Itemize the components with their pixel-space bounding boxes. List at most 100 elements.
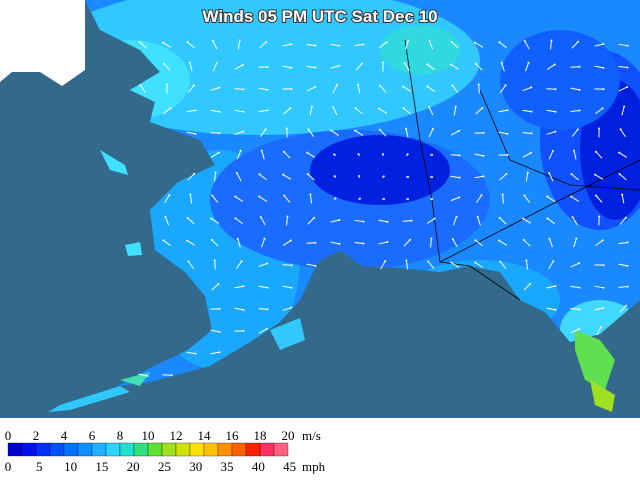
- wind-arrow: [451, 41, 459, 49]
- wind-arrow: [187, 85, 195, 93]
- wind-arrow: [235, 217, 243, 225]
- legend-swatch: [49, 442, 65, 457]
- mph-tick-label: 15: [95, 459, 108, 474]
- nunivak-island: [125, 242, 142, 256]
- legend-swatch: [273, 442, 289, 457]
- wind-arrow: [307, 129, 315, 137]
- wind-arrow-head: [289, 107, 292, 110]
- wind-arrow: [282, 65, 292, 69]
- wind-arrow: [307, 217, 315, 225]
- wind-arrow: [618, 152, 628, 158]
- wind-arrow-head: [307, 128, 310, 131]
- wind-arrow: [236, 172, 242, 182]
- wind-arrow: [354, 241, 364, 245]
- wind-arrow: [234, 109, 244, 113]
- wind-arrow: [234, 307, 244, 311]
- wind-arrow: [570, 87, 580, 91]
- wind-arrow-head: [458, 176, 461, 179]
- ms-tick-label: 12: [170, 428, 183, 443]
- wind-arrow-head: [482, 154, 485, 157]
- wind-arrow: [619, 305, 627, 313]
- wind-arrow: [573, 150, 577, 160]
- wind-arrow: [499, 261, 507, 269]
- wind-arrow: [621, 106, 625, 116]
- wind-arrow: [330, 219, 340, 223]
- legend-swatch: [189, 442, 205, 457]
- wind-arrow-head: [409, 238, 412, 241]
- wind-arrow-head: [290, 264, 293, 267]
- wind-arrow: [618, 263, 628, 267]
- wind-arrow-head: [338, 44, 341, 47]
- wind-arrow: [428, 128, 434, 138]
- wind-arrow: [306, 66, 316, 68]
- wind-arrow-head: [218, 330, 221, 333]
- wind-arrow: [309, 106, 313, 116]
- wind-arrow-head: [601, 239, 604, 242]
- wind-arrow-head: [265, 327, 268, 330]
- wind-zone: [500, 30, 620, 130]
- wind-arrow: [523, 195, 531, 203]
- wind-arrow-head: [451, 238, 454, 241]
- wind-arrow: [258, 87, 268, 91]
- wind-arrow-head: [527, 61, 530, 64]
- wind-arrow: [571, 41, 579, 49]
- wind-arrow-head: [194, 109, 197, 112]
- wind-arrow-head: [242, 110, 245, 113]
- wind-arrow-head: [554, 110, 557, 113]
- wind-arrow-head: [457, 129, 460, 132]
- mph-tick-label: 5: [36, 459, 43, 474]
- wind-arrow-head: [382, 153, 385, 156]
- wind-arrow: [525, 260, 529, 270]
- wind-arrow: [501, 62, 505, 72]
- wind-arrow-head: [504, 84, 507, 87]
- wind-arrow-head: [354, 129, 357, 132]
- wind-arrow-head: [235, 172, 238, 175]
- wind-arrow: [260, 216, 266, 226]
- wind-arrow-head: [552, 260, 555, 263]
- wind-arrow-head: [162, 62, 165, 65]
- ms-tick-label: 18: [254, 428, 267, 443]
- wind-arrow-head: [239, 149, 242, 152]
- legend-swatch: [91, 442, 107, 457]
- wind-arrow-head: [242, 130, 245, 133]
- legend-swatch: [259, 442, 275, 457]
- wind-arrow: [259, 173, 267, 181]
- wind-arrow-head: [431, 127, 434, 130]
- wind-arrow-head: [260, 149, 263, 152]
- legend-swatch: [21, 442, 37, 457]
- mph-tick-label: 40: [252, 459, 265, 474]
- wind-arrow: [620, 128, 626, 138]
- wind-arrow-head: [282, 173, 285, 176]
- wind-arrow-head: [211, 194, 214, 197]
- wind-arrow: [571, 129, 579, 137]
- wind-arrows: [138, 39, 629, 377]
- wind-arrow-head: [498, 41, 501, 44]
- wind-arrow: [379, 41, 387, 49]
- wind-zone: [380, 25, 460, 75]
- wind-arrow-head: [378, 84, 381, 87]
- wind-arrow: [405, 260, 409, 270]
- wind-arrow: [595, 239, 603, 247]
- wind-arrow-head: [529, 151, 532, 154]
- wind-arrow: [258, 109, 268, 113]
- wind-arrow-head: [506, 153, 509, 156]
- wind-arrow: [186, 240, 196, 246]
- ms-tick-label: 4: [61, 428, 68, 443]
- wind-arrow: [427, 261, 435, 269]
- wind-arrow-head: [601, 107, 604, 110]
- wind-arrow-head: [213, 259, 216, 262]
- wind-arrow: [404, 62, 410, 72]
- wind-arrow-head: [378, 128, 381, 131]
- wind-arrow-head: [548, 171, 551, 174]
- wind-arrow-head: [333, 153, 336, 156]
- wind-arrow-head: [333, 175, 336, 178]
- wind-arrow-head: [378, 107, 381, 110]
- wind-arrow: [548, 238, 554, 248]
- wind-arrow-head: [338, 242, 341, 245]
- legend-swatch: [63, 442, 79, 457]
- wind-arrow-head: [266, 109, 269, 112]
- wind-arrow-head: [335, 83, 338, 86]
- wind-arrow: [500, 85, 506, 93]
- wind-arrow-head: [578, 308, 581, 311]
- wind-arrow: [210, 132, 220, 134]
